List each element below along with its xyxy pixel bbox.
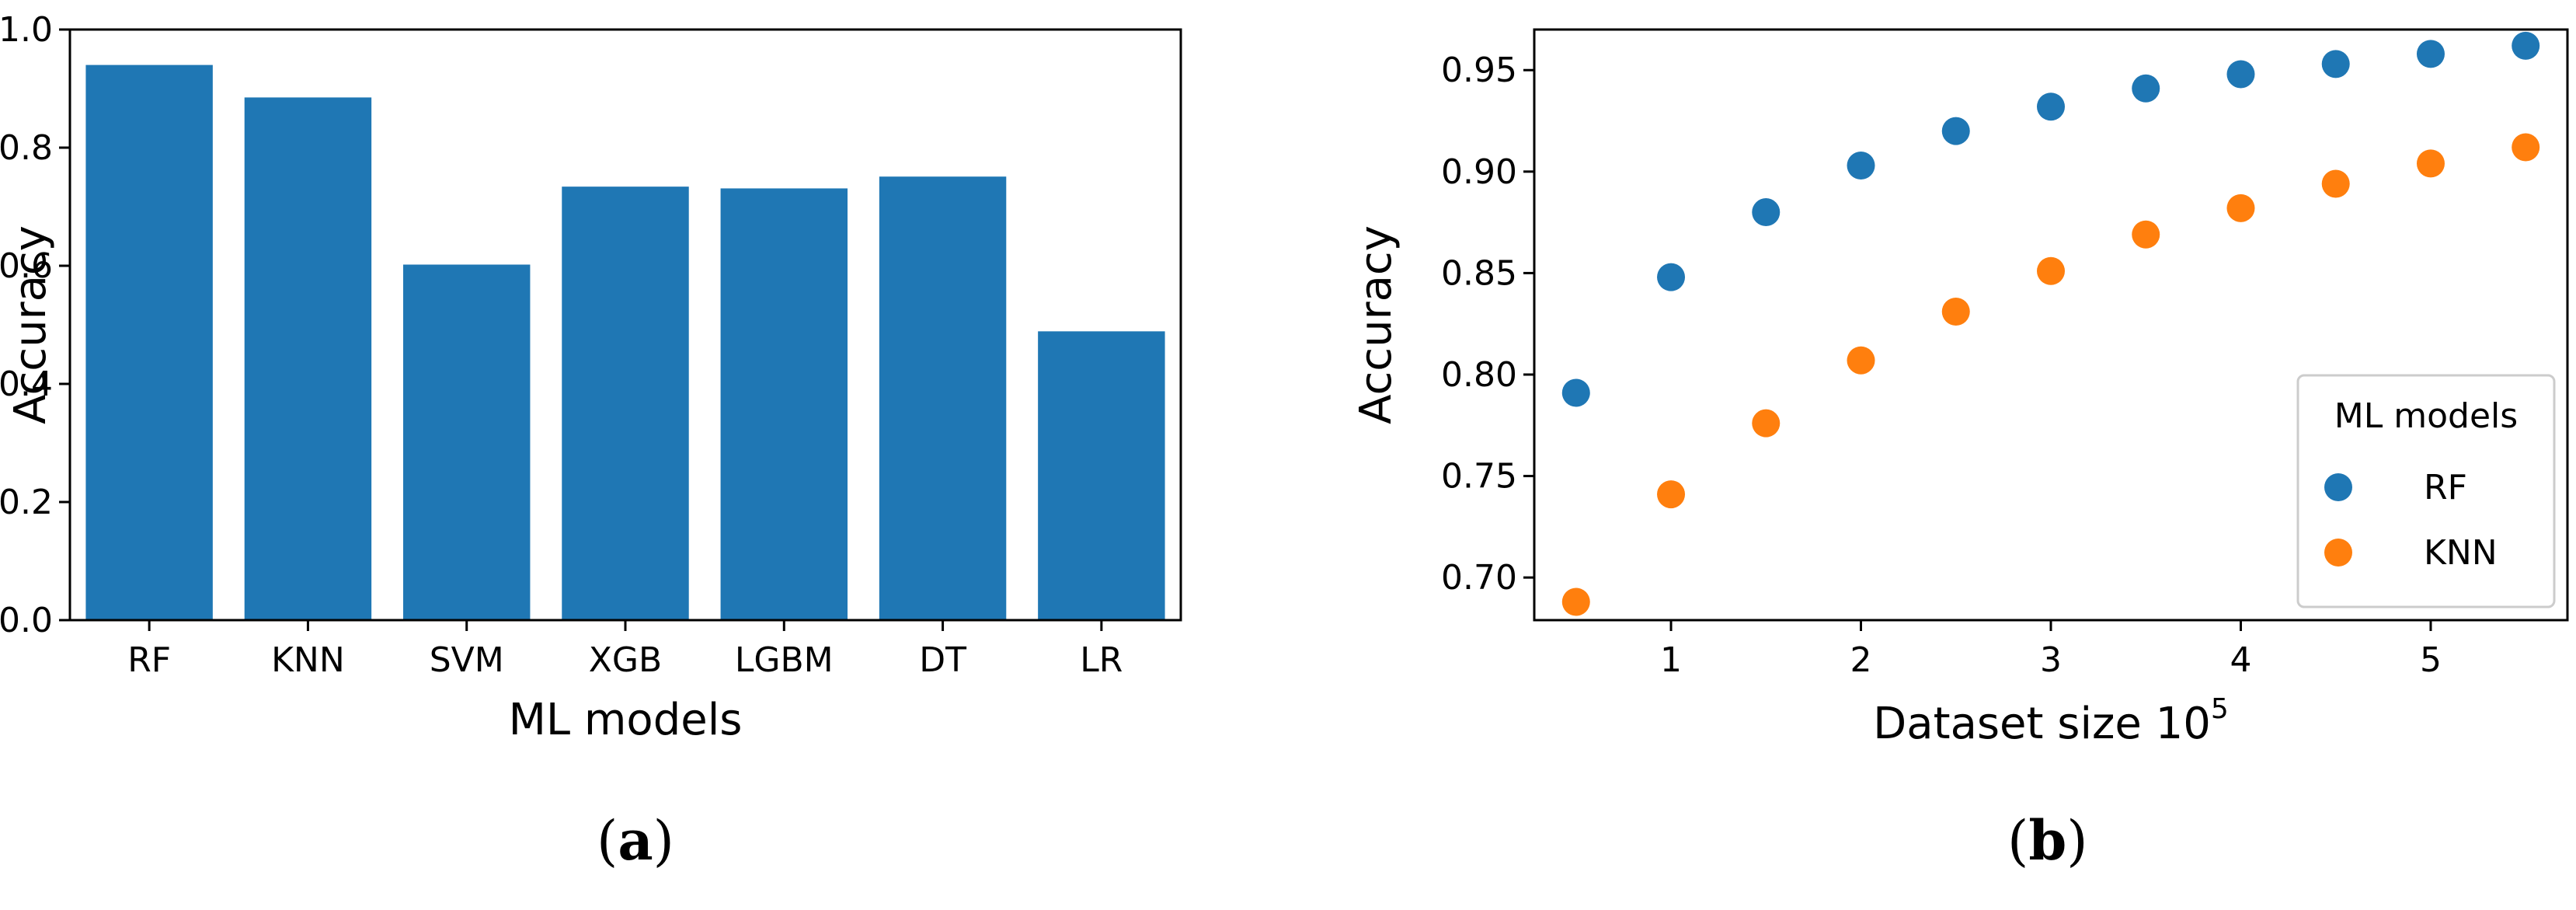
point-rf (1561, 378, 1590, 407)
point-knn (2037, 256, 2065, 285)
point-knn (2416, 149, 2445, 178)
x-tick-label: 5 (2420, 640, 2442, 680)
y-tick-label: 0.6 (0, 246, 53, 286)
legend-marker-rf (2324, 473, 2352, 501)
panel-label-b: (b) (2007, 808, 2088, 873)
y-tick-label: 0.85 (1441, 253, 1517, 293)
point-rf (1657, 263, 1686, 291)
x-tick-label: RF (127, 640, 171, 680)
x-axis-label: Dataset size 105 (1873, 693, 2229, 749)
bar-xgb (562, 187, 689, 620)
legend-label-rf: RF (2424, 468, 2467, 507)
bars-group (85, 65, 1165, 621)
x-tick-label: 1 (1660, 640, 1682, 680)
point-rf (1941, 117, 1970, 145)
y-tick-label: 0.2 (0, 483, 53, 522)
legend-label-knn: KNN (2424, 533, 2498, 573)
point-knn (1561, 587, 1590, 616)
x-tick-label: 3 (2040, 640, 2062, 680)
bar-dt (879, 176, 1007, 621)
point-rf (2321, 50, 2350, 78)
x-tick-label: KNN (271, 640, 345, 680)
point-knn (2226, 194, 2255, 222)
y-tick-label: 0.95 (1441, 51, 1517, 90)
x-tick-label: LGBM (735, 640, 834, 680)
point-knn (1847, 346, 1875, 375)
y-tick-label: 0.75 (1441, 457, 1517, 497)
point-rf (2512, 31, 2540, 60)
bar-svm (403, 264, 531, 620)
y-axis-label: Accuracy (1351, 225, 1401, 424)
x-axis-label-main: Dataset size 10 (1873, 699, 2211, 749)
bar-chart-panel: 0.0 0.2 0.4 0.6 0.8 1.0 RF KNN SVM XGB LGBM DT LR A… (0, 10, 1182, 745)
bar-lr (1038, 331, 1165, 620)
x-tick-label: 4 (2230, 640, 2251, 680)
y-axis-ticks: 0.0 0.2 0.4 0.6 0.8 1.0 (0, 10, 70, 640)
x-axis-ticks: 1 2 3 4 5 (1660, 620, 2442, 680)
y-axis-label: Accuracy (5, 225, 56, 424)
y-tick-label: 0.8 (0, 128, 53, 168)
x-tick-label: 2 (1850, 640, 1872, 680)
legend-marker-knn (2324, 539, 2352, 567)
x-axis-label: ML models (509, 695, 743, 745)
point-rf (1752, 198, 1781, 227)
x-tick-label: XGB (589, 640, 662, 680)
y-tick-label: 0.4 (0, 364, 53, 404)
x-tick-label: LR (1080, 640, 1123, 680)
point-knn (1941, 298, 1970, 326)
bar-lgbm (720, 188, 848, 620)
y-tick-label: 0.80 (1441, 355, 1517, 395)
point-knn (1657, 480, 1686, 509)
point-rf (1847, 151, 1875, 180)
y-tick-label: 0.70 (1441, 558, 1517, 598)
y-axis-ticks: 0.70 0.75 0.80 0.85 0.90 0.95 (1441, 51, 1534, 598)
legend: ML models RF KNN (2296, 374, 2556, 608)
x-tick-label: SVM (430, 640, 504, 680)
points-group (1561, 31, 2540, 616)
x-tick-label: DT (919, 640, 966, 680)
point-knn (2132, 220, 2160, 249)
point-rf (2226, 60, 2255, 89)
bar-rf (85, 65, 213, 621)
x-axis-label-exponent: 5 (2211, 693, 2229, 725)
point-rf (2132, 74, 2160, 103)
point-knn (2321, 169, 2350, 198)
point-knn (1752, 409, 1781, 438)
bar-knn (244, 97, 372, 620)
y-tick-label: 0.0 (0, 601, 53, 640)
legend-box (2296, 374, 2556, 608)
y-tick-label: 0.90 (1441, 152, 1517, 192)
point-rf (2416, 40, 2445, 68)
point-knn (2512, 133, 2540, 162)
legend-title: ML models (2334, 396, 2518, 436)
panel-label-a: (a) (597, 808, 674, 873)
point-rf (2037, 92, 2065, 121)
x-axis-ticks: RF KNN SVM XGB LGBM DT LR (127, 620, 1123, 680)
y-tick-label: 1.0 (0, 10, 53, 50)
